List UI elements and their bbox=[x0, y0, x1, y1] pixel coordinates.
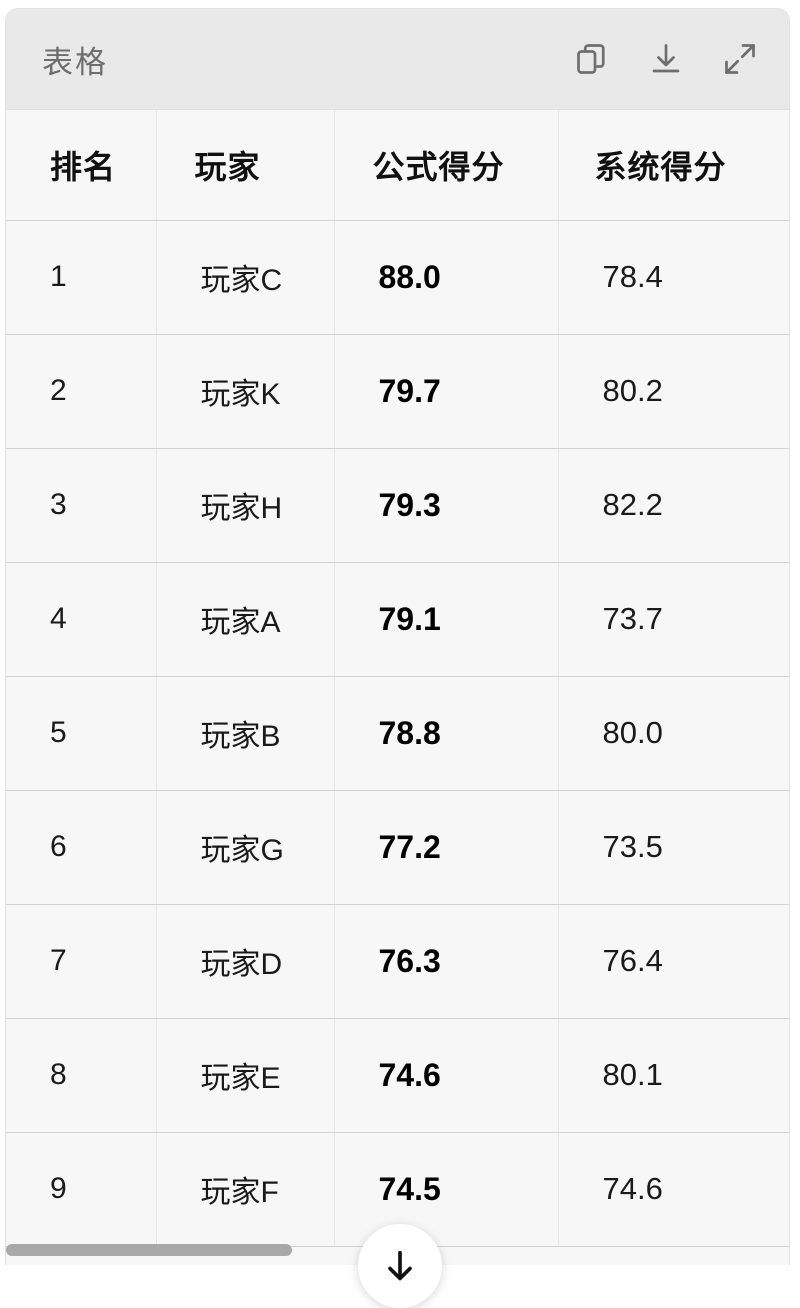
download-button[interactable] bbox=[643, 36, 689, 82]
cell-formula-score: 74.6 bbox=[334, 1018, 559, 1133]
cell-system-score: 74.6 bbox=[558, 1132, 789, 1247]
cell-system-score: 73.7 bbox=[558, 562, 789, 677]
table-card: 表格 bbox=[5, 8, 790, 1265]
cell-system-score: 82.2 bbox=[558, 448, 789, 563]
scroll-down-button[interactable] bbox=[358, 1224, 442, 1308]
column-header-formula-score[interactable]: 公式得分 bbox=[334, 110, 559, 221]
cell-formula-score: 76.3 bbox=[334, 904, 559, 1019]
cell-player: 玩家D bbox=[156, 904, 335, 1019]
cell-system-score: 80.0 bbox=[558, 676, 789, 791]
expand-icon bbox=[722, 41, 758, 77]
cell-player: 玩家K bbox=[156, 334, 335, 449]
cell-system-score: 73.5 bbox=[558, 790, 789, 905]
table-header-row: 排名 玩家 公式得分 系统得分 bbox=[6, 110, 789, 221]
cell-formula-score: 78.8 bbox=[334, 676, 559, 791]
horizontal-scrollbar[interactable] bbox=[5, 1244, 785, 1256]
column-header-player[interactable]: 玩家 bbox=[156, 110, 335, 221]
table-row: 5 玩家B 78.8 80.0 bbox=[6, 676, 789, 791]
column-header-rank[interactable]: 排名 bbox=[6, 110, 157, 221]
scores-table: 排名 玩家 公式得分 系统得分 1 玩家C 88.0 78.4 2 玩家K 79… bbox=[6, 110, 789, 1247]
cell-rank: 8 bbox=[6, 1018, 157, 1133]
table-row: 2 玩家K 79.7 80.2 bbox=[6, 334, 789, 449]
cell-rank: 7 bbox=[6, 904, 157, 1019]
table-row: 8 玩家E 74.6 80.1 bbox=[6, 1018, 789, 1133]
cell-rank: 1 bbox=[6, 220, 157, 335]
cell-formula-score: 77.2 bbox=[334, 790, 559, 905]
cell-formula-score: 74.5 bbox=[334, 1132, 559, 1247]
cell-formula-score: 88.0 bbox=[334, 220, 559, 335]
cell-rank: 6 bbox=[6, 790, 157, 905]
cell-formula-score: 79.1 bbox=[334, 562, 559, 677]
download-icon bbox=[648, 41, 684, 77]
horizontal-scrollbar-thumb[interactable] bbox=[6, 1244, 292, 1256]
cell-player: 玩家H bbox=[156, 448, 335, 563]
cell-rank: 3 bbox=[6, 448, 157, 563]
scroll-down-icon bbox=[380, 1246, 420, 1286]
column-header-system-score[interactable]: 系统得分 bbox=[558, 110, 789, 221]
cell-player: 玩家F bbox=[156, 1132, 335, 1247]
cell-player: 玩家A bbox=[156, 562, 335, 677]
table-body: 1 玩家C 88.0 78.4 2 玩家K 79.7 80.2 3 玩家H 79… bbox=[6, 220, 789, 1247]
copy-icon bbox=[574, 41, 610, 77]
header-actions bbox=[569, 36, 763, 82]
page-title: 表格 bbox=[42, 44, 108, 80]
cell-player: 玩家B bbox=[156, 676, 335, 791]
cell-rank: 2 bbox=[6, 334, 157, 449]
cell-system-score: 76.4 bbox=[558, 904, 789, 1019]
cell-rank: 5 bbox=[6, 676, 157, 791]
cell-rank: 9 bbox=[6, 1132, 157, 1247]
table-row: 3 玩家H 79.3 82.2 bbox=[6, 448, 789, 563]
copy-button[interactable] bbox=[569, 36, 615, 82]
cell-player: 玩家C bbox=[156, 220, 335, 335]
cell-player: 玩家E bbox=[156, 1018, 335, 1133]
cell-formula-score: 79.7 bbox=[334, 334, 559, 449]
table-row: 6 玩家G 77.2 73.5 bbox=[6, 790, 789, 905]
table-row: 7 玩家D 76.3 76.4 bbox=[6, 904, 789, 1019]
expand-button[interactable] bbox=[717, 36, 763, 82]
card-header: 表格 bbox=[6, 9, 789, 110]
cell-system-score: 80.1 bbox=[558, 1018, 789, 1133]
table-row: 4 玩家A 79.1 73.7 bbox=[6, 562, 789, 677]
cell-formula-score: 79.3 bbox=[334, 448, 559, 563]
cell-rank: 4 bbox=[6, 562, 157, 677]
cell-system-score: 80.2 bbox=[558, 334, 789, 449]
table-row: 1 玩家C 88.0 78.4 bbox=[6, 220, 789, 335]
cell-player: 玩家G bbox=[156, 790, 335, 905]
table-row: 9 玩家F 74.5 74.6 bbox=[6, 1132, 789, 1247]
cell-system-score: 78.4 bbox=[558, 220, 789, 335]
